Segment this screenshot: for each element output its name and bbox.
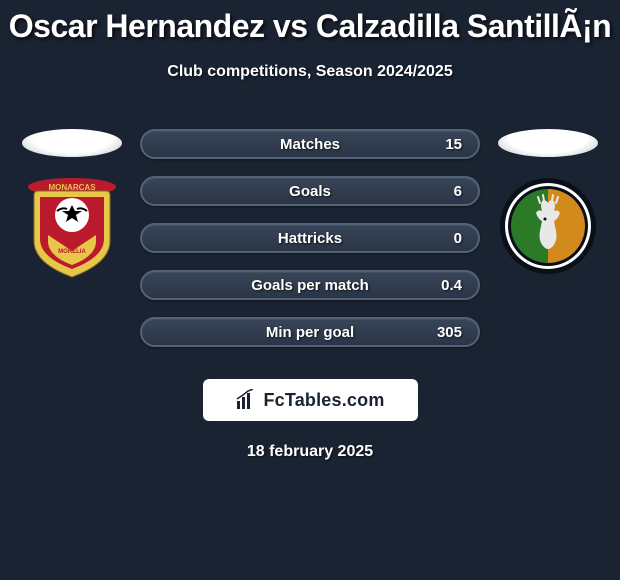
svg-text:MORELIA: MORELIA [58,249,86,255]
stat-row-matches: Matches 15 [140,129,480,159]
stat-value: 0 [454,230,462,247]
player-silhouette-right [498,129,598,157]
stat-row-hattricks: Hattricks 0 [140,223,480,253]
team-badge-left: MONARCAS MORELIA [22,171,122,281]
chart-icon [235,389,257,411]
stat-value: 305 [437,324,462,341]
stat-label: Min per goal [266,324,354,341]
stat-row-goals-per-match: Goals per match 0.4 [140,270,480,300]
left-side: MONARCAS MORELIA [22,129,122,281]
branding-text: FcTables.com [263,390,384,411]
stats-list: Matches 15 Goals 6 Hattricks 0 Goals per… [140,129,480,347]
stat-label: Goals per match [251,277,369,294]
stat-value: 0.4 [441,277,462,294]
stat-row-goals: Goals 6 [140,176,480,206]
team-badge-right [498,171,598,281]
stat-row-min-per-goal: Min per goal 305 [140,317,480,347]
right-side [498,129,598,281]
stat-label: Goals [289,183,331,200]
branding-box: FcTables.com [203,379,418,421]
stat-value: 6 [454,183,462,200]
page-title: Oscar Hernandez vs Calzadilla SantillÃ¡n [0,0,620,45]
subtitle: Club competitions, Season 2024/2025 [0,63,620,81]
stat-label: Matches [280,136,340,153]
stat-label: Hattricks [278,230,342,247]
date-text: 18 february 2025 [0,443,620,461]
stat-value: 15 [445,136,462,153]
main-layout: MONARCAS MORELIA Matches 15 Goals 6 Hatt… [0,129,620,347]
player-silhouette-left [22,129,122,157]
